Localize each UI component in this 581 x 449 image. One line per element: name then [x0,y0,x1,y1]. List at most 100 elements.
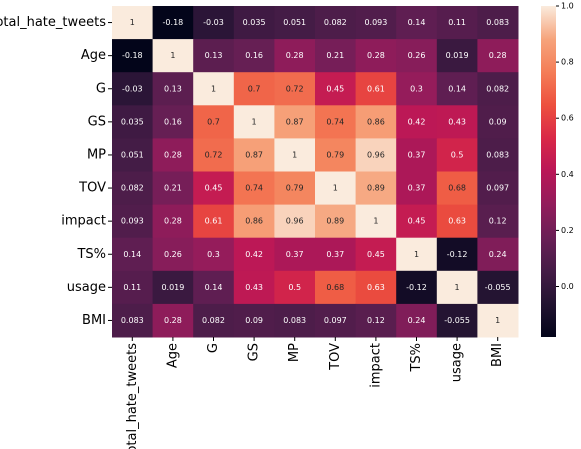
cell-label: 0.61 [367,84,385,93]
heatmap-cell [396,72,438,106]
cell-label: 0.09 [245,316,263,325]
cell-label: 0.7 [207,117,220,126]
heatmap-cell [152,171,194,206]
cell-label: 0.37 [326,250,344,259]
cell-label: 0.28 [367,51,385,60]
heatmap-cell [355,237,397,272]
y-tick-label: usage [67,280,106,295]
heatmap-cell [233,204,275,239]
cell-label: 0.083 [283,316,306,325]
heatmap-cell [274,105,316,139]
cell-label: 0.019 [161,283,184,292]
cell-label: 0.14 [123,250,141,259]
cell-label: 0.45 [367,250,385,259]
heatmap-cell [477,72,519,106]
heatmap-cell [233,303,275,338]
heatmap-cell [112,204,154,239]
cell-label: 0.051 [283,18,306,27]
heatmap-cell [233,270,275,305]
cell-label: 0.28 [164,150,182,159]
heatmap-cell [112,270,154,305]
y-tick-label: MP [87,147,106,162]
x-tick-label: MP [287,343,302,362]
heatmap-cell [112,303,154,338]
y-tick-label: total_hate_tweets [0,15,106,30]
cell-label: 0.42 [245,250,263,259]
heatmap-cell [436,138,478,172]
heatmap-cell [233,237,275,272]
y-tick-label: impact [61,214,106,229]
heatmap-cell [355,138,397,172]
heatmap-cell [112,6,154,40]
cell-label: 0.79 [326,150,344,159]
y-tick-label: GS [88,114,106,129]
cell-label: 0.74 [245,184,263,193]
cell-label: 0.051 [121,150,144,159]
heatmap-cell [355,39,397,73]
heatmap-cell [112,138,154,172]
cell-label: 0.019 [446,51,469,60]
heatmap-cell [233,39,275,73]
cell-label: 0.96 [367,150,385,159]
heatmap-cell [193,6,235,40]
cell-label: 0.72 [286,84,304,93]
x-tick-label: Age [165,343,180,368]
cell-label: 0.13 [205,51,223,60]
heatmap-cell [233,105,275,139]
cell-label: 0.5 [288,283,301,292]
cell-label: 1 [373,217,378,226]
x-tick-label: usage [450,343,465,382]
heatmap-cell [193,204,235,239]
heatmap-cell [233,6,275,40]
heatmap-cell [396,39,438,73]
cell-label: 0.21 [326,51,344,60]
cell-label: 0.87 [245,150,263,159]
y-tick-label: TOV [78,181,106,196]
heatmap-cell [477,138,519,172]
heatmap-cell [396,105,438,139]
cell-label: 0.093 [121,217,144,226]
heatmap-cell [355,204,397,239]
cell-label: 0.86 [367,117,385,126]
cell-label: 0.082 [121,184,144,193]
cell-label: 0.16 [245,51,263,60]
cell-label: 0.87 [286,117,304,126]
x-tick-label: GS [247,343,262,361]
cell-label: 0.37 [286,250,304,259]
x-tick-label: G [206,343,221,353]
heatmap-cell [477,105,519,139]
cell-label: -0.055 [485,283,511,292]
cell-label: -0.03 [203,18,224,27]
cell-label: 0.45 [205,184,223,193]
heatmap-cell [274,204,316,239]
heatmap-cell [315,138,357,172]
cell-label: 0.89 [326,217,344,226]
heatmap-cell [355,171,397,206]
cell-label: 0.09 [489,117,507,126]
cell-label: 1 [211,84,216,93]
cell-label: 0.28 [164,316,182,325]
heatmap-cell [274,39,316,73]
cell-label: 0.3 [410,84,423,93]
heatmap-cell [355,72,397,106]
cell-label: 0.42 [408,117,426,126]
heatmap-cell [152,138,194,172]
cell-label: 0.082 [202,316,225,325]
heatmap-cell [315,204,357,239]
cell-label: 0.63 [448,217,466,226]
cell-label: 0.72 [205,150,223,159]
heatmap-cell [193,171,235,206]
cell-label: 0.16 [164,117,182,126]
heatmap-cell [152,303,194,338]
cell-label: 0.3 [207,250,220,259]
heatmap-cell [355,105,397,139]
colorbar-tick-label: 0.4 [561,170,574,179]
heatmap-cell [436,39,478,73]
cell-label: 0.63 [367,283,385,292]
cell-label: 0.96 [286,217,304,226]
heatmap-cell [355,6,397,40]
heatmap-cell [477,303,519,338]
heatmap-cell [436,237,478,272]
heatmap-cell [315,105,357,139]
x-tick-label: impact [368,343,383,388]
